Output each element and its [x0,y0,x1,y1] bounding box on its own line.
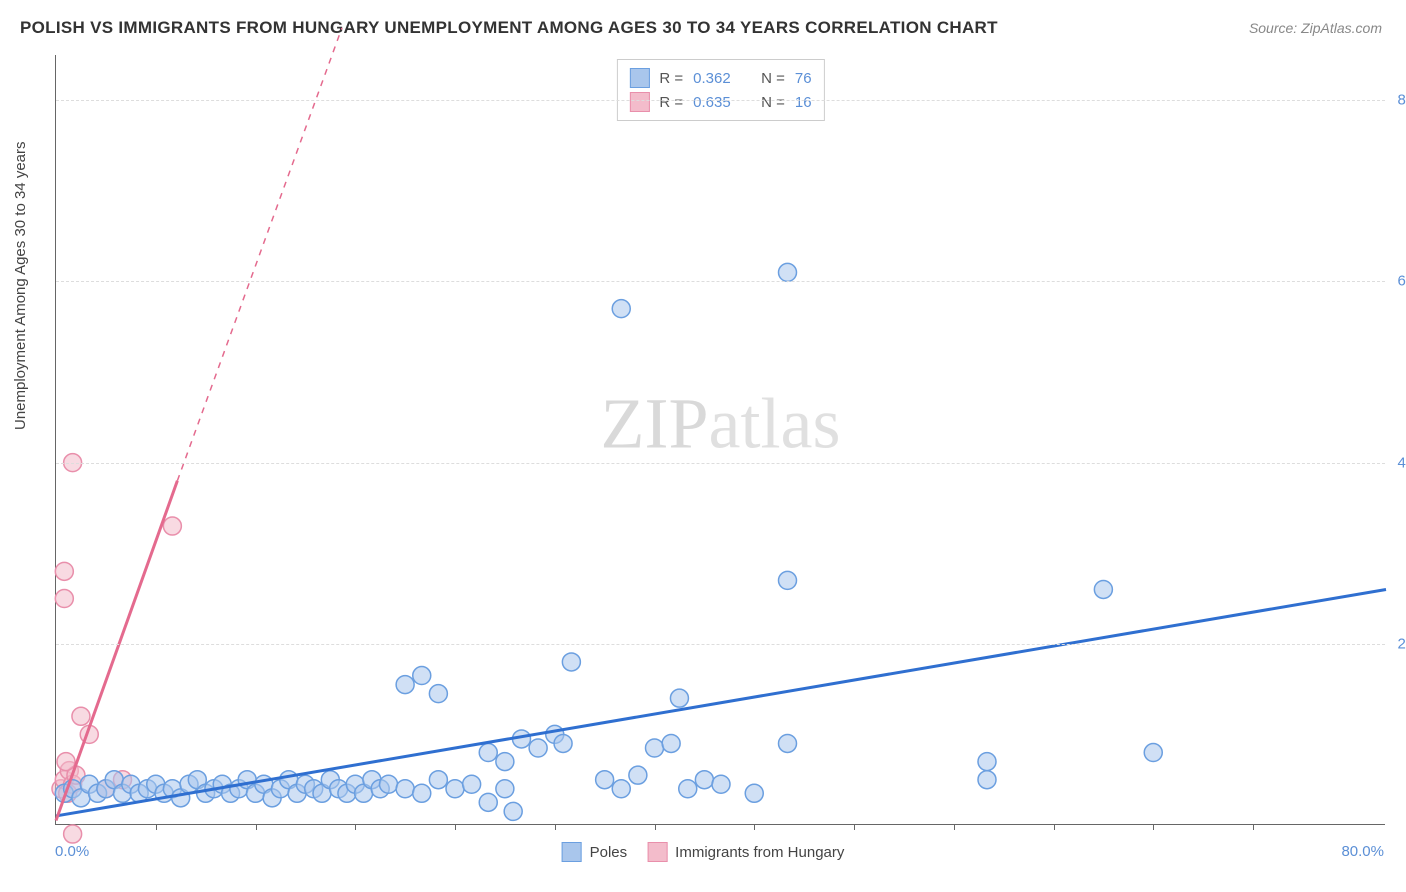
swatch-hungary-icon [647,842,667,862]
x-axis-start-label: 0.0% [55,843,89,860]
scatter-svg [56,55,1385,824]
source-label: Source: ZipAtlas.com [1249,20,1382,36]
legend-label-poles: Poles [590,844,628,861]
legend-item-hungary: Immigrants from Hungary [647,842,844,862]
legend-label-hungary: Immigrants from Hungary [675,844,844,861]
y-tick-label: 80.0% [1392,92,1406,109]
y-tick-label: 20.0% [1392,635,1406,652]
y-tick-label: 60.0% [1392,273,1406,290]
legend-series: Poles Immigrants from Hungary [562,842,845,862]
chart-plot-area: ZIPatlas R = 0.362 N = 76 R = 0.635 N = … [55,55,1385,825]
y-tick-label: 40.0% [1392,454,1406,471]
legend-item-poles: Poles [562,842,628,862]
swatch-poles-icon [562,842,582,862]
y-axis-label: Unemployment Among Ages 30 to 34 years [12,141,29,430]
x-axis-end-label: 80.0% [1341,843,1384,860]
chart-title: POLISH VS IMMIGRANTS FROM HUNGARY UNEMPL… [20,18,998,38]
